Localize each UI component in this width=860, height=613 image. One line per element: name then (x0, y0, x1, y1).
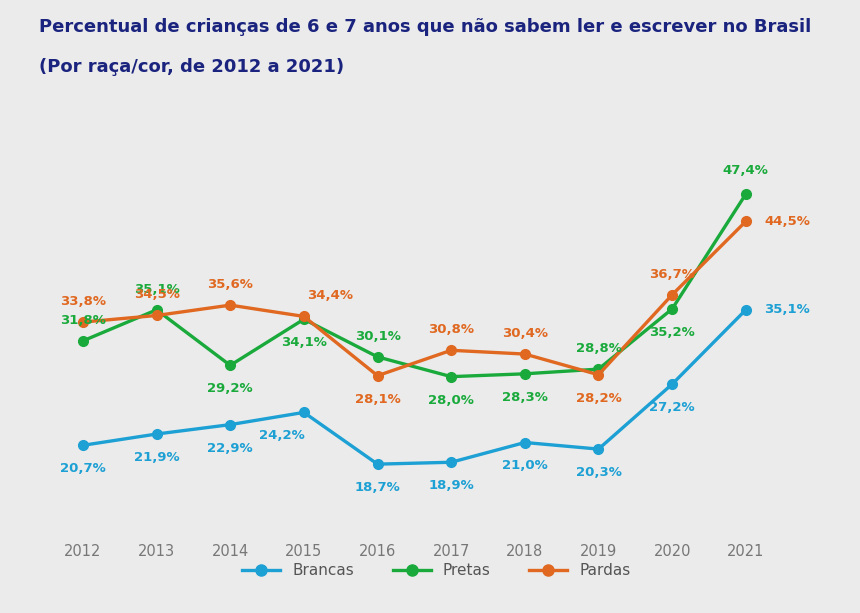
Text: 29,2%: 29,2% (207, 383, 253, 395)
Text: 34,1%: 34,1% (281, 336, 327, 349)
Text: 31,8%: 31,8% (60, 314, 106, 327)
Text: (Por raça/cor, de 2012 a 2021): (Por raça/cor, de 2012 a 2021) (39, 58, 344, 76)
Text: 21,0%: 21,0% (502, 459, 548, 473)
Legend: Brancas, Pretas, Pardas: Brancas, Pretas, Pardas (237, 557, 636, 584)
Text: 20,7%: 20,7% (60, 462, 106, 475)
Text: 33,8%: 33,8% (60, 295, 106, 308)
Text: 28,8%: 28,8% (575, 342, 622, 355)
Text: 28,2%: 28,2% (575, 392, 622, 405)
Text: 27,2%: 27,2% (649, 401, 695, 414)
Text: 28,0%: 28,0% (428, 394, 474, 406)
Text: 20,3%: 20,3% (575, 466, 622, 479)
Text: 35,6%: 35,6% (207, 278, 253, 291)
Text: 30,8%: 30,8% (428, 323, 474, 336)
Text: 35,1%: 35,1% (765, 303, 810, 316)
Text: 30,4%: 30,4% (502, 327, 548, 340)
Text: 44,5%: 44,5% (765, 215, 810, 228)
Text: 34,4%: 34,4% (307, 289, 353, 302)
Text: 35,2%: 35,2% (649, 326, 695, 339)
Text: 34,5%: 34,5% (133, 288, 180, 302)
Text: 28,1%: 28,1% (354, 393, 401, 406)
Text: 21,9%: 21,9% (134, 451, 180, 464)
Text: 18,9%: 18,9% (428, 479, 474, 492)
Text: 24,2%: 24,2% (259, 429, 304, 443)
Text: 30,1%: 30,1% (354, 330, 401, 343)
Text: 35,1%: 35,1% (133, 283, 180, 295)
Text: 36,7%: 36,7% (649, 268, 695, 281)
Text: 47,4%: 47,4% (723, 164, 769, 177)
Text: 28,3%: 28,3% (502, 390, 548, 404)
Text: 18,7%: 18,7% (354, 481, 401, 494)
Text: Percentual de crianças de 6 e 7 anos que não sabem ler e escrever no Brasil: Percentual de crianças de 6 e 7 anos que… (39, 18, 811, 36)
Text: 22,9%: 22,9% (207, 441, 253, 455)
